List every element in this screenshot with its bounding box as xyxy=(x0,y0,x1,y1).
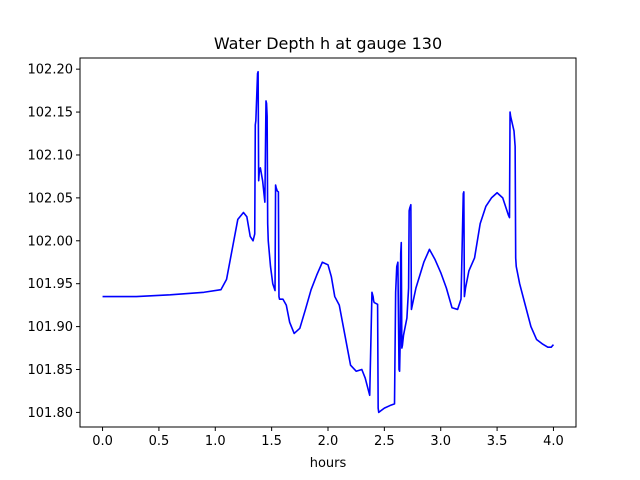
x-axis-label: hours xyxy=(310,456,347,471)
y-tick-label: 102.05 xyxy=(28,191,74,206)
x-tick-label: 3.0 xyxy=(430,434,451,449)
x-tick-label: 3.5 xyxy=(487,434,508,449)
y-tick-label: 101.80 xyxy=(28,406,74,421)
chart-title: Water Depth h at gauge 130 xyxy=(214,34,442,53)
y-tick-label: 101.85 xyxy=(28,363,74,378)
x-tick-label: 4.0 xyxy=(543,434,564,449)
y-tick-label: 102.20 xyxy=(28,63,74,78)
axes-frame xyxy=(79,57,577,428)
x-tick-label: 0.5 xyxy=(149,434,170,449)
y-tick-label: 101.90 xyxy=(28,320,74,335)
y-tick-label: 102.15 xyxy=(28,106,74,121)
y-tick-label: 101.95 xyxy=(28,277,74,292)
x-tick-label: 2.5 xyxy=(374,434,395,449)
x-tick-label: 1.5 xyxy=(261,434,282,449)
series-line-0 xyxy=(102,70,555,414)
y-tick-label: 102.10 xyxy=(28,148,74,163)
x-tick-label: 0.0 xyxy=(92,434,113,449)
x-axis: 0.0 0.5 1.0 1.5 2.0 2.5 3.0 3.5 4.0 xyxy=(92,427,564,449)
y-tick-label: 102.00 xyxy=(28,234,74,249)
y-axis: 101.80 101.85 101.90 101.95 102.00 102.05 102.… xyxy=(28,63,80,421)
x-tick-label: 1.0 xyxy=(205,434,226,449)
x-tick-label: 2.0 xyxy=(318,434,339,449)
plot-area xyxy=(102,70,555,414)
